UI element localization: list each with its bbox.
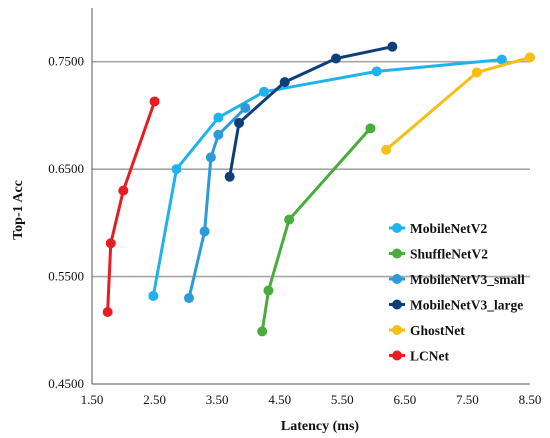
x-tick-label: 8.50 [519, 392, 542, 407]
legend-marker [392, 274, 402, 284]
data-point [118, 185, 129, 196]
data-point [257, 326, 268, 337]
series-line [260, 127, 372, 332]
series-mobilenetv3-large [224, 41, 398, 182]
data-point [199, 226, 210, 237]
data-point [263, 285, 274, 296]
data-point [331, 53, 342, 64]
legend-label: ShuffleNetV2 [410, 247, 488, 262]
series-lcnet [102, 96, 160, 318]
data-point [224, 171, 235, 182]
y-axis-title: Top-1 Acc [11, 180, 26, 240]
series-line [228, 45, 393, 177]
axes-layer: 0.4500 0.5500 0.6500 0.7500 1.50 2.50 3.50 4.50… [48, 8, 541, 407]
data-point [213, 112, 224, 123]
data-point [149, 96, 160, 107]
data-point [171, 164, 182, 175]
x-tick-label: 6.50 [393, 392, 416, 407]
legend-label: GhostNet [410, 323, 465, 338]
series-ghostnet [381, 52, 535, 155]
data-point [234, 117, 245, 128]
data-point [525, 52, 535, 63]
data-point [183, 293, 194, 304]
data-point [284, 214, 295, 225]
legend-label: MobileNetV2 [410, 221, 487, 236]
legend-marker [392, 299, 402, 310]
data-point [213, 129, 224, 140]
data-point [381, 144, 392, 155]
x-tick-label: 1.50 [81, 392, 104, 407]
grid-layer [92, 60, 530, 278]
data-point [371, 66, 382, 77]
legend-label: LCNet [410, 349, 449, 364]
y-tick-label: 0.5500 [48, 269, 84, 284]
x-tick-label: 3.50 [206, 392, 229, 407]
series-layer [102, 41, 535, 337]
legend-marker [392, 325, 402, 335]
x-axis-title: Latency (ms) [281, 419, 359, 434]
data-point [387, 41, 398, 52]
legend-marker [392, 350, 402, 361]
y-tick-label: 0.6500 [48, 161, 84, 176]
x-tick-label: 7.50 [456, 392, 479, 407]
legend-label: MobileNetV3_small [410, 272, 525, 287]
series-mobilenetv3-small [183, 102, 251, 304]
series-line [106, 101, 157, 313]
data-point [105, 238, 116, 249]
data-point [279, 77, 290, 88]
series-line [151, 58, 502, 297]
legend-marker [392, 248, 402, 259]
x-tick-label: 2.50 [143, 392, 166, 407]
data-point [240, 102, 251, 113]
y-tick-label: 0.7500 [48, 54, 84, 69]
legend-marker [392, 223, 402, 233]
legend-label: MobileNetV3_large [410, 298, 523, 313]
data-point [205, 152, 216, 163]
data-point [102, 307, 113, 318]
series-mobilenetv2 [148, 54, 507, 301]
series-line [385, 55, 531, 151]
legend: MobileNetV2 ShuffleNetV2 MobileNetV3_small… [389, 221, 525, 364]
data-point [148, 290, 159, 301]
data-point [471, 67, 482, 78]
data-point [365, 123, 376, 134]
data-point [496, 54, 507, 65]
y-tick-label: 0.4500 [48, 376, 84, 391]
data-point [259, 86, 270, 97]
series-shufflenetv2 [257, 123, 376, 337]
x-tick-label: 4.50 [268, 392, 291, 407]
x-tick-label: 5.50 [331, 392, 354, 407]
